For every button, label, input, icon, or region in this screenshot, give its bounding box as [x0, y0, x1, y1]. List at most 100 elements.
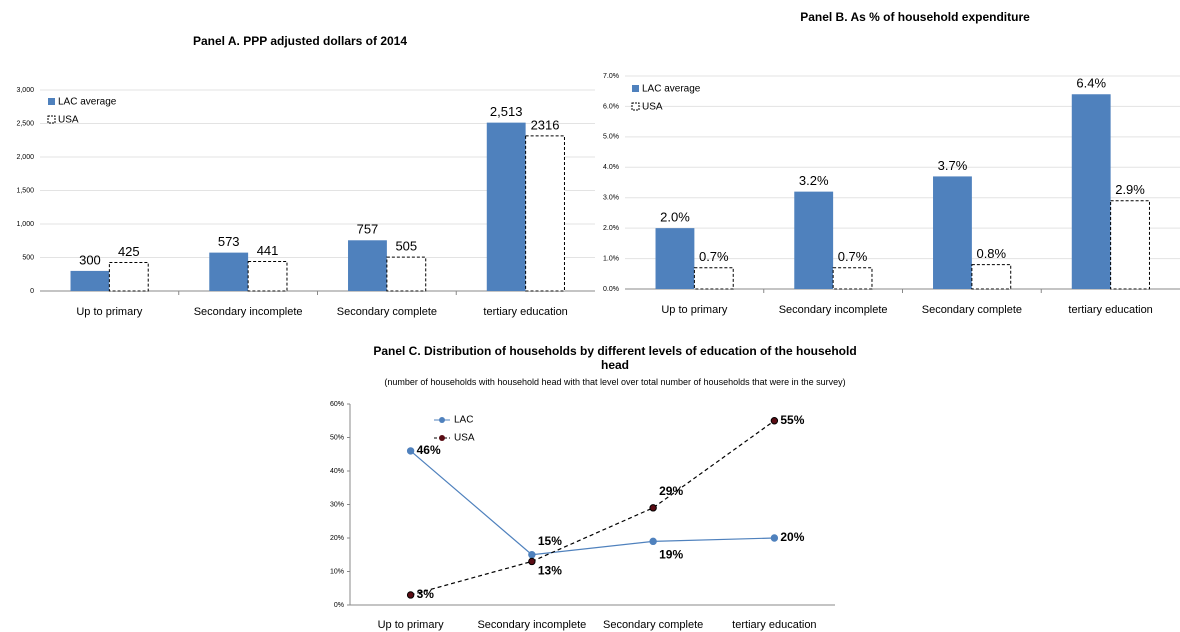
legend-label: USA	[454, 433, 475, 444]
marker	[528, 551, 536, 559]
y-tick-label: 1,500	[16, 187, 34, 194]
data-label: 0.8%	[976, 246, 1006, 261]
line	[410, 450, 775, 556]
x-tick-label: tertiary education	[1068, 304, 1152, 316]
data-label: 13%	[538, 564, 562, 578]
bar	[832, 267, 873, 290]
y-tick-label: 7.0%	[603, 73, 619, 80]
bar	[794, 191, 834, 289]
y-tick-label: 40%	[330, 468, 344, 475]
x-tick-label: Secondary complete	[922, 304, 1022, 316]
y-tick-label: 1.0%	[603, 255, 619, 262]
legend-swatch	[632, 85, 639, 92]
marker	[770, 417, 779, 425]
y-tick-label: 2,500	[16, 120, 34, 127]
chart-title: Panel B. As % of household expenditure	[800, 10, 1030, 24]
y-tick-label: 3.0%	[603, 195, 619, 202]
y-tick-label: 4.0%	[603, 164, 619, 171]
x-tick-label: Up to primary	[76, 306, 143, 318]
bar	[933, 176, 972, 289]
x-tick-label: Secondary complete	[337, 306, 437, 318]
data-label: 55%	[780, 413, 804, 427]
x-tick-label: tertiary education	[483, 306, 567, 318]
bar	[348, 240, 387, 291]
y-tick-label: 60%	[330, 401, 344, 408]
data-label: 505	[395, 239, 417, 254]
data-label: 3.2%	[799, 173, 829, 188]
y-tick-label: 30%	[330, 501, 344, 508]
chart-subtitle: (number of households with household hea…	[384, 377, 846, 387]
marker	[649, 504, 657, 512]
chart-title: Panel C. Distribution of households by d…	[373, 344, 857, 372]
bar	[386, 256, 427, 292]
data-label: 441	[257, 243, 279, 258]
data-label: 0.7%	[838, 249, 868, 264]
data-label: 0.7%	[699, 249, 729, 264]
y-tick-label: 2.0%	[603, 225, 619, 232]
y-tick-label: 3,000	[16, 87, 34, 94]
chart-title: Panel A. PPP adjusted dollars of 2014	[192, 34, 408, 48]
bar	[1110, 200, 1150, 290]
x-tick-label: Secondary incomplete	[477, 619, 586, 631]
x-tick-label: Secondary complete	[603, 619, 703, 631]
data-label: 2,513	[490, 104, 523, 119]
y-tick-label: 0%	[334, 602, 344, 609]
legend-swatch	[439, 417, 445, 423]
data-label: 2.9%	[1115, 182, 1145, 197]
y-tick-label: 10%	[330, 568, 344, 575]
data-label: 20%	[780, 530, 804, 544]
y-tick-label: 20%	[330, 535, 344, 542]
legend-label: LAC average	[58, 97, 117, 108]
marker	[406, 447, 415, 455]
marker	[770, 534, 779, 542]
data-label: 15%	[538, 534, 562, 548]
y-tick-label: 500	[22, 254, 34, 261]
x-tick-label: Secondary incomplete	[779, 304, 888, 316]
bar	[209, 252, 249, 291]
bar	[971, 264, 1012, 290]
y-tick-label: 0	[30, 288, 34, 295]
y-tick-label: 50%	[330, 434, 344, 441]
marker	[528, 557, 536, 566]
data-label: 573	[218, 234, 240, 249]
y-tick-label: 1,000	[16, 221, 34, 228]
bar	[525, 135, 565, 292]
x-tick-label: Up to primary	[661, 304, 728, 316]
data-label: 3%	[417, 587, 435, 601]
bar	[693, 267, 734, 290]
data-label: 425	[118, 244, 140, 259]
legend-label: LAC	[454, 415, 473, 426]
data-label: 2.0%	[660, 210, 690, 225]
y-tick-label: 5.0%	[603, 134, 619, 141]
x-tick-label: tertiary education	[732, 619, 816, 631]
marker	[406, 591, 415, 599]
bar	[70, 270, 110, 291]
legend-swatch	[48, 98, 55, 105]
bar	[247, 260, 288, 292]
bar	[486, 122, 526, 291]
data-label: 3.7%	[938, 158, 968, 173]
y-tick-label: 2,000	[16, 154, 34, 161]
x-tick-label: Secondary incomplete	[194, 306, 303, 318]
legend-label: USA	[58, 115, 79, 126]
legend-swatch	[631, 102, 640, 111]
legend-swatch	[439, 435, 445, 441]
data-label: 6.4%	[1076, 76, 1106, 91]
legend-swatch	[47, 115, 56, 124]
y-tick-label: 0.0%	[603, 286, 619, 293]
y-tick-label: 6.0%	[603, 103, 619, 110]
bar	[655, 228, 695, 289]
data-label: 29%	[659, 484, 683, 498]
bar	[108, 262, 149, 292]
data-label: 2316	[531, 117, 560, 132]
data-label: 46%	[417, 443, 441, 457]
data-label: 19%	[659, 548, 683, 562]
legend-label: USA	[642, 102, 663, 113]
data-label: 300	[79, 252, 101, 267]
data-label: 757	[357, 222, 379, 237]
legend-label: LAC average	[642, 84, 701, 95]
marker	[649, 537, 657, 546]
x-tick-label: Up to primary	[378, 619, 445, 631]
